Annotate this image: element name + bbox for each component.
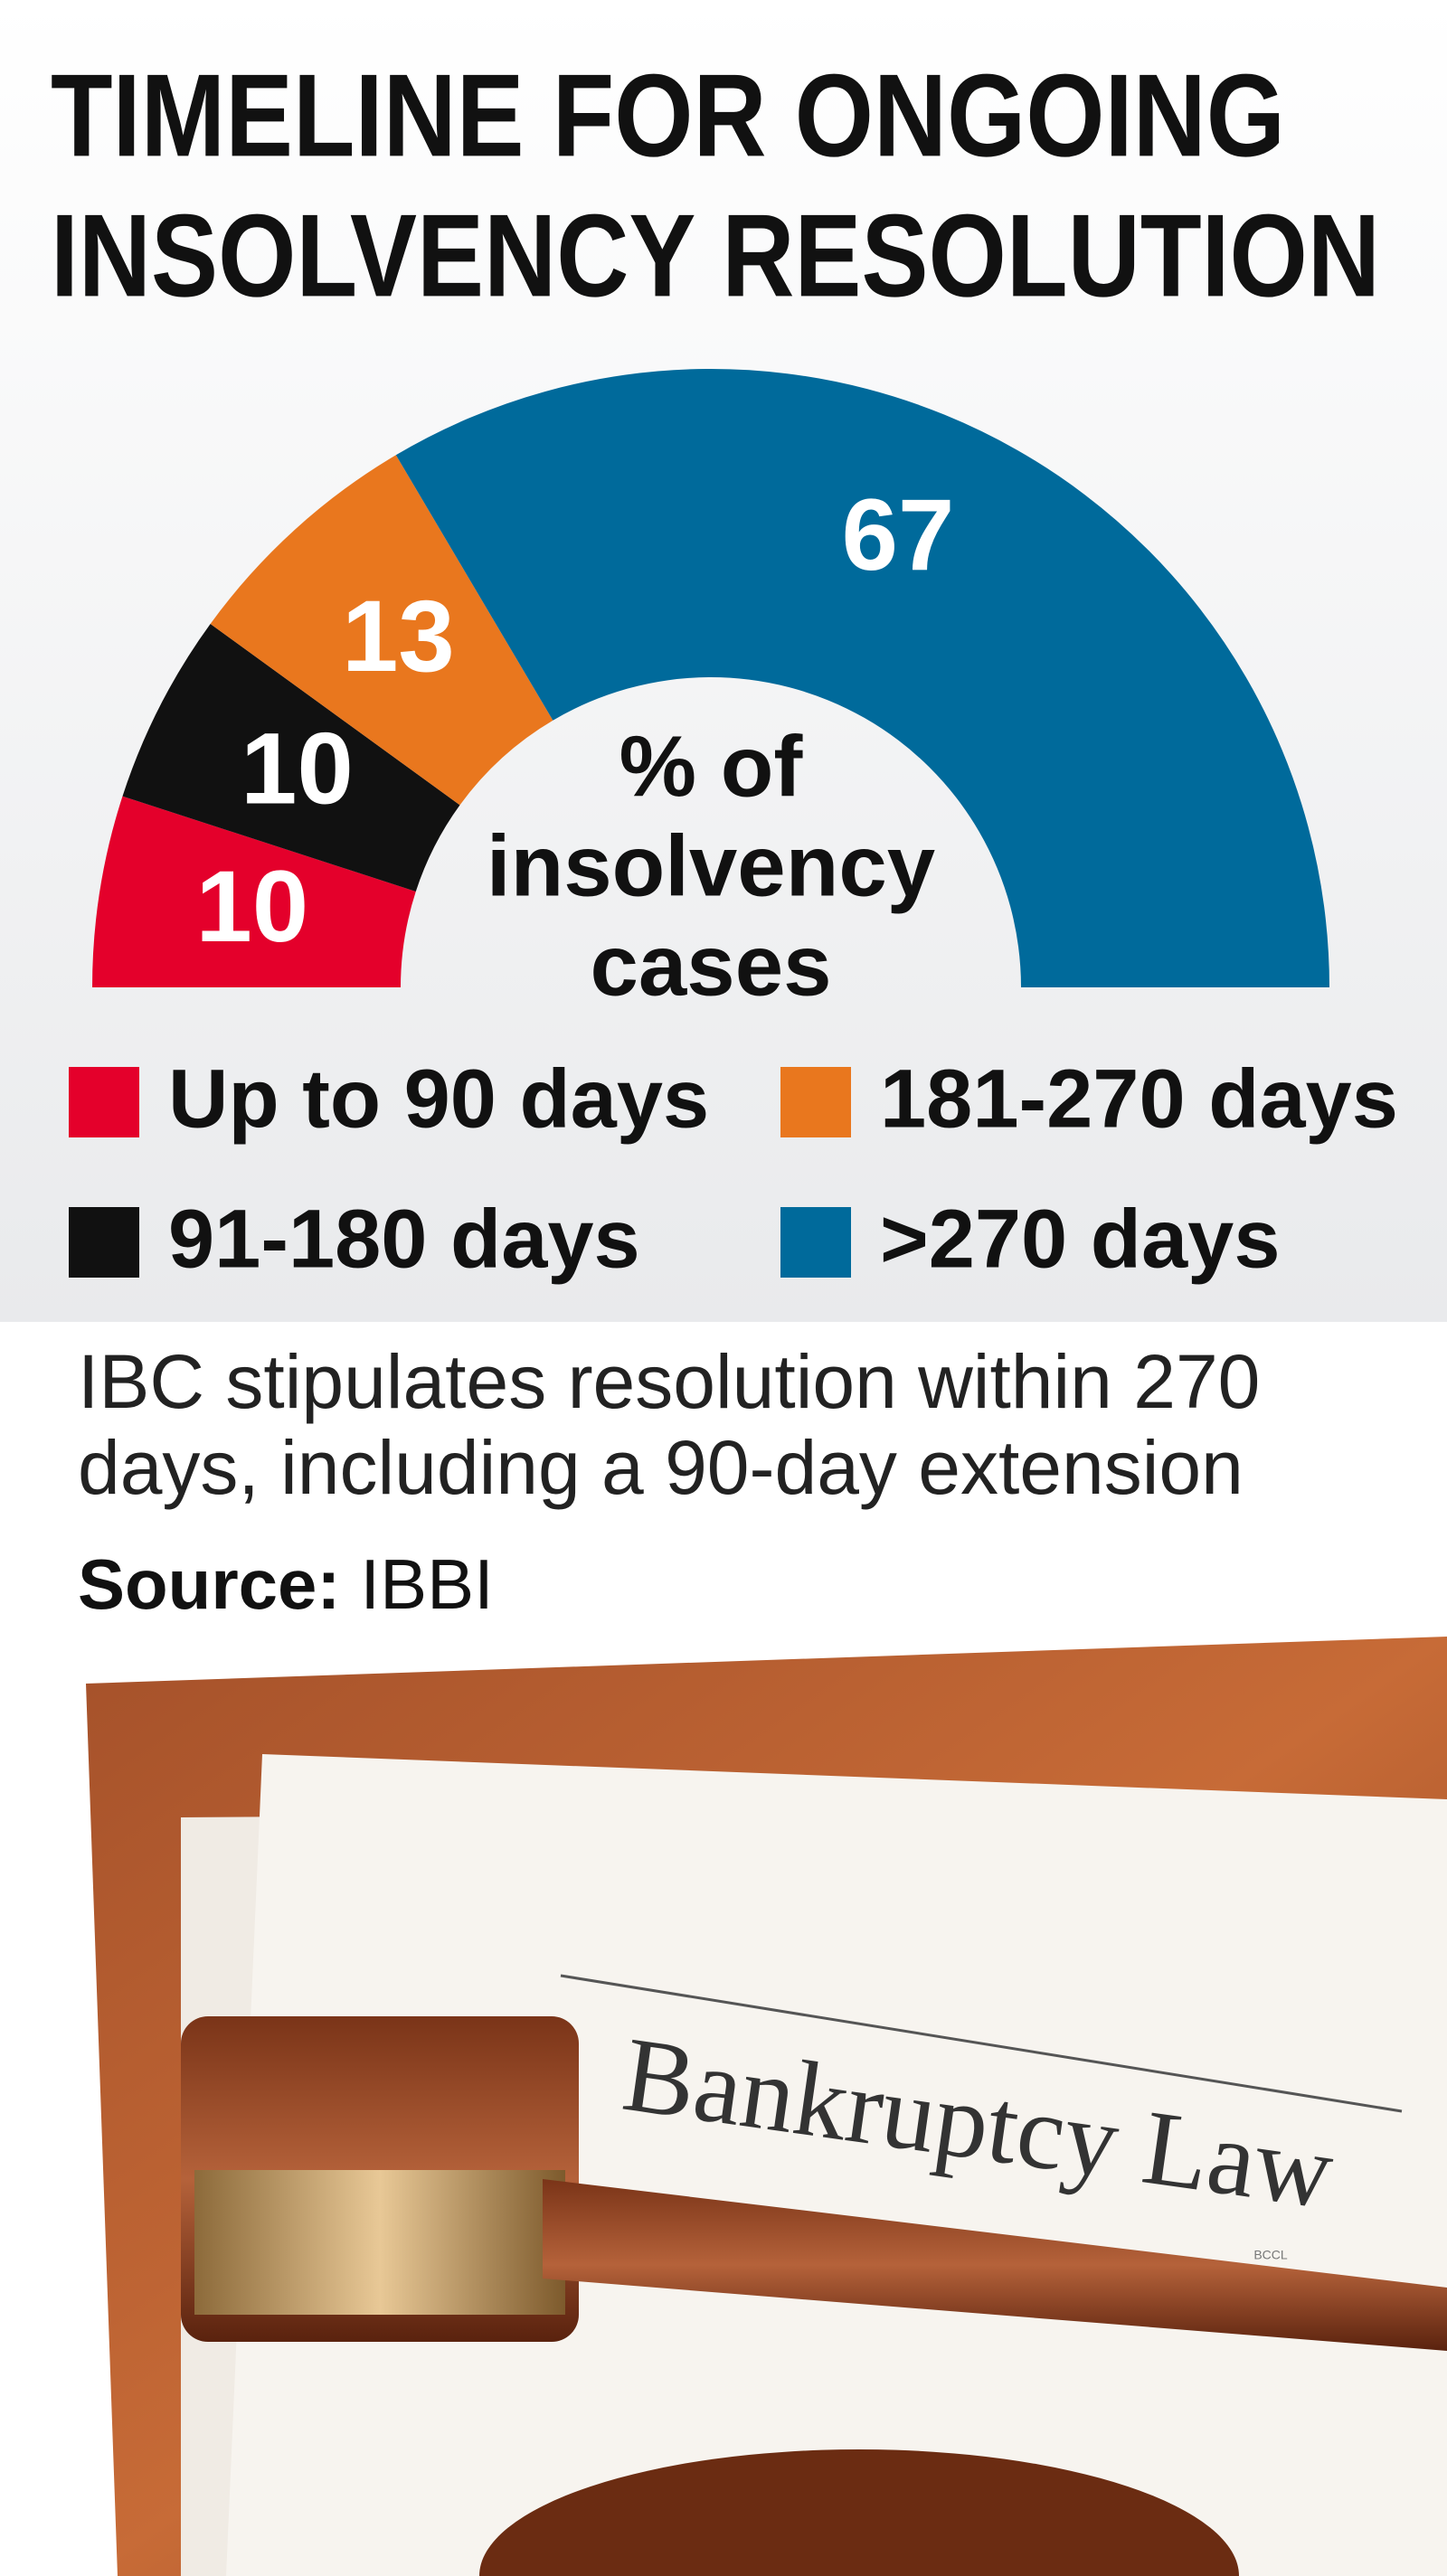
chart-title: TIMELINE FOR ONGOING [51, 49, 1285, 181]
data-label: 10 [241, 712, 354, 825]
segment [92, 796, 416, 987]
photo: Bankruptcy Law BCCL [60, 1600, 1447, 2576]
legend-swatch [780, 1067, 851, 1137]
note: days, including a 90-day extension [78, 1425, 1244, 1510]
segment [210, 455, 553, 806]
source: Source: IBBI [78, 1544, 494, 1624]
gavel-band [194, 2170, 565, 2315]
segment [122, 623, 460, 892]
source-label: Source: [78, 1544, 340, 1624]
segment [395, 369, 1329, 987]
data-label: 13 [342, 580, 455, 693]
note: IBC stipulates resolution within 270 [78, 1339, 1260, 1424]
data-label: 10 [196, 850, 309, 963]
gavel-handle [543, 2179, 1447, 2351]
legend-label: 91-180 days [168, 1193, 640, 1285]
center-label: cases [591, 917, 832, 1014]
paper [226, 1754, 1447, 2576]
legend-label: Up to 90 days [168, 1052, 709, 1145]
photo-credit: BCCL [1253, 2248, 1288, 2262]
sound-block [479, 2449, 1239, 2576]
center-label: % of [619, 718, 804, 815]
legend-swatch [69, 1207, 139, 1278]
data-label: 67 [842, 478, 955, 591]
chart-title: INSOLVENCY RESOLUTION [51, 189, 1380, 321]
legend-swatch [780, 1207, 851, 1278]
legend-label: 181-270 days [880, 1052, 1398, 1145]
source-name: IBBI [360, 1544, 493, 1624]
center-label: insolvency [487, 817, 935, 914]
paper-rule [560, 1974, 1403, 2113]
legend-label: >270 days [880, 1193, 1280, 1285]
legend-swatch [69, 1067, 139, 1137]
